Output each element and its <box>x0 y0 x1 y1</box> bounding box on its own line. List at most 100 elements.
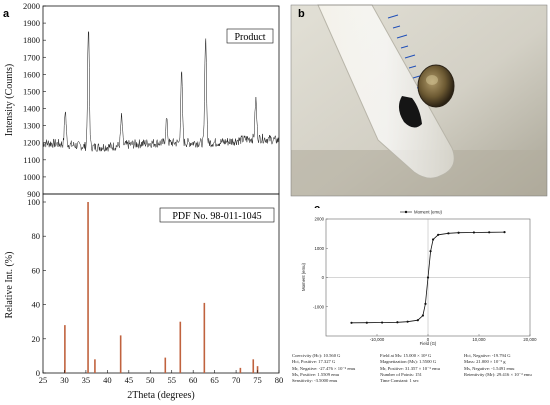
reference-sticks <box>64 202 259 373</box>
top-ytick-label: 1100 <box>23 155 40 165</box>
xtick-label: 35 <box>82 375 91 385</box>
xrd-top-yticks: 2000 1900 1800 1700 1600 1500 1400 1300 1200 1100… <box>23 1 46 199</box>
bottom-ytick-label: 40 <box>32 300 41 310</box>
tube-graduations <box>387 14 425 89</box>
hysteresis-point <box>432 238 435 241</box>
hysteresis-stats: Coercivity (Hc): 10.560 G Hci, Positive:… <box>292 353 548 401</box>
hysteresis-point <box>424 302 427 305</box>
stat-hci-negative: Hci, Negative: -19.794 G <box>464 353 511 358</box>
top-ytick-label: 1800 <box>23 35 40 45</box>
xtick-label: 70 <box>232 375 241 385</box>
stat-number-points: Number of Points: 151 <box>380 371 422 377</box>
bottom-ytick-label: 20 <box>32 334 41 344</box>
panel-a-letter: a <box>3 8 10 20</box>
hyst-ytick-label: -1000 <box>313 304 325 309</box>
hysteresis-point <box>457 231 460 234</box>
top-ytick-label: 1700 <box>23 52 40 62</box>
stat-time-constant: Time Constant: 1 sec <box>380 378 419 384</box>
stat-mr-positive: Mr, Positive: 31.357 × 10⁻³ emu <box>380 365 440 371</box>
bottom-ytick-label: 100 <box>27 197 40 207</box>
xtick-label: 60 <box>189 375 198 385</box>
xtick-label: 45 <box>125 375 134 385</box>
centrifuge-tube <box>317 4 455 179</box>
xtick-label: 55 <box>167 375 176 385</box>
hyst-ytick-label: 1000 <box>314 246 324 251</box>
stat-sensitivity: Sensitivity: -3.5000 emu <box>292 378 338 384</box>
xtick-label: 65 <box>210 375 219 385</box>
hysteresis-legend: Moment (emu) <box>400 210 443 215</box>
hyst-xtick-label: 20,000 <box>523 337 537 342</box>
xrd-product-plot: 2000 1900 1800 1700 1600 1500 1400 1300 1200 1100… <box>4 1 280 199</box>
hysteresis-point <box>503 231 506 234</box>
top-ytick-label: 1400 <box>23 104 40 114</box>
xrd-xlabel: 2Theta (degrees) <box>127 390 194 401</box>
magnetic-powder <box>398 96 422 128</box>
xtick-label: 80 <box>275 375 284 385</box>
hysteresis-point <box>421 314 424 317</box>
hysteresis-point <box>350 321 353 324</box>
stat-mr-negative: Mr, Negative: -27.476 × 10⁻³ emu <box>292 365 356 371</box>
hyst-ytick-label: 0 <box>322 275 325 280</box>
hysteresis-point <box>365 321 368 324</box>
stats-col-2: Field at Ms: 15.000 × 10³ G Magnetizatio… <box>380 353 440 384</box>
panel-b-letter: b <box>298 8 305 20</box>
top-ylabel: Intensity (Counts) <box>4 64 15 137</box>
bottom-ylabel: Relative Int. (%) <box>4 252 15 319</box>
stat-retentivity: Retentivity (Mr): 29.416 × 10⁻³ emu <box>464 371 532 377</box>
hysteresis-background <box>300 208 548 348</box>
product-legend-box <box>226 28 274 44</box>
top-ytick-label: 2000 <box>23 1 40 11</box>
xrd-bottom-yticks: 100 80 60 40 20 0 <box>27 197 46 378</box>
top-ytick-label: 1200 <box>23 138 40 148</box>
stat-magnetization: Magnetization (Ms): 1.5500 G <box>380 359 437 365</box>
hyst-ytick-label: 2000 <box>314 217 324 222</box>
xtick-label: 25 <box>39 375 48 385</box>
hysteresis-point <box>406 320 409 323</box>
xrd-product-line <box>42 30 280 153</box>
hysteresis-point <box>429 250 432 253</box>
hysteresis-xlabel: Field (G) <box>420 341 437 346</box>
stat-field-at-ms: Field at Ms: 15.000 × 10³ G <box>380 353 432 358</box>
bottom-ytick-label: 60 <box>32 265 41 275</box>
pdf-legend-label: PDF No. 98-011-1045 <box>172 211 261 222</box>
top-ytick-label: 1000 <box>23 172 40 182</box>
xrd-bottom-frame <box>42 193 280 374</box>
hyst-xtick-label: 10,000 <box>472 337 486 342</box>
photo-magnet-tube <box>290 4 548 197</box>
top-ytick-label: 900 <box>27 189 40 199</box>
hysteresis-ticks: -10,000 0 10,000 20,000 2000 1000 0 -1000 <box>313 217 537 343</box>
hysteresis-ylabel: Moment (emu) <box>301 262 306 291</box>
hysteresis-point <box>472 231 475 234</box>
hysteresis-point <box>381 321 384 324</box>
stat-coercivity: Coercivity (Hc): 10.560 G <box>292 353 341 358</box>
top-ytick-label: 1500 <box>23 86 40 96</box>
hysteresis-points <box>350 231 506 324</box>
hyst-xtick-label: 0 <box>427 337 430 342</box>
top-ytick-label: 1600 <box>23 69 40 79</box>
bottom-ytick-label: 80 <box>32 231 41 241</box>
hysteresis-legend-label: Moment (emu) <box>414 210 443 215</box>
xrd-reference-plot: 100 80 60 40 20 0 25 30 35 40 45 50 55 60 65 70 75 80 PD… <box>4 193 284 401</box>
hysteresis-point <box>447 232 450 235</box>
hysteresis-point <box>488 231 491 234</box>
pdf-legend-box <box>159 207 275 223</box>
stats-col-3: Hci, Negative: -19.794 G Mass: 21.000 × … <box>464 353 532 378</box>
xtick-label: 30 <box>60 375 69 385</box>
magnet <box>417 64 455 108</box>
hysteresis-point <box>437 233 440 236</box>
hysteresis-plot: Moment (emu) -10,000 0 10,000 20,000 2000 100… <box>300 208 548 348</box>
hysteresis-point <box>396 321 399 324</box>
stat-mass: Mass: 21.000 × 10⁻³ g <box>464 359 506 365</box>
bottom-ytick-label: 0 <box>36 368 40 378</box>
xrd-xticks: 25 30 35 40 45 50 55 60 65 70 75 80 <box>39 370 284 385</box>
photo-frame <box>290 4 548 197</box>
stat-ms-positive: Ms, Positive: 1.5509 emu <box>292 371 340 377</box>
stat-ms-negative: Ms, Negative: -1.5491 emu <box>464 365 515 371</box>
top-ytick-label: 1300 <box>23 121 40 131</box>
xtick-label: 50 <box>146 375 155 385</box>
stat-hci-positive: Hci, Positive: 17.327 G <box>292 359 336 365</box>
hyst-xtick-label: -10,000 <box>370 337 385 342</box>
top-ytick-label: 1900 <box>23 18 40 28</box>
hysteresis-point <box>426 276 430 279</box>
